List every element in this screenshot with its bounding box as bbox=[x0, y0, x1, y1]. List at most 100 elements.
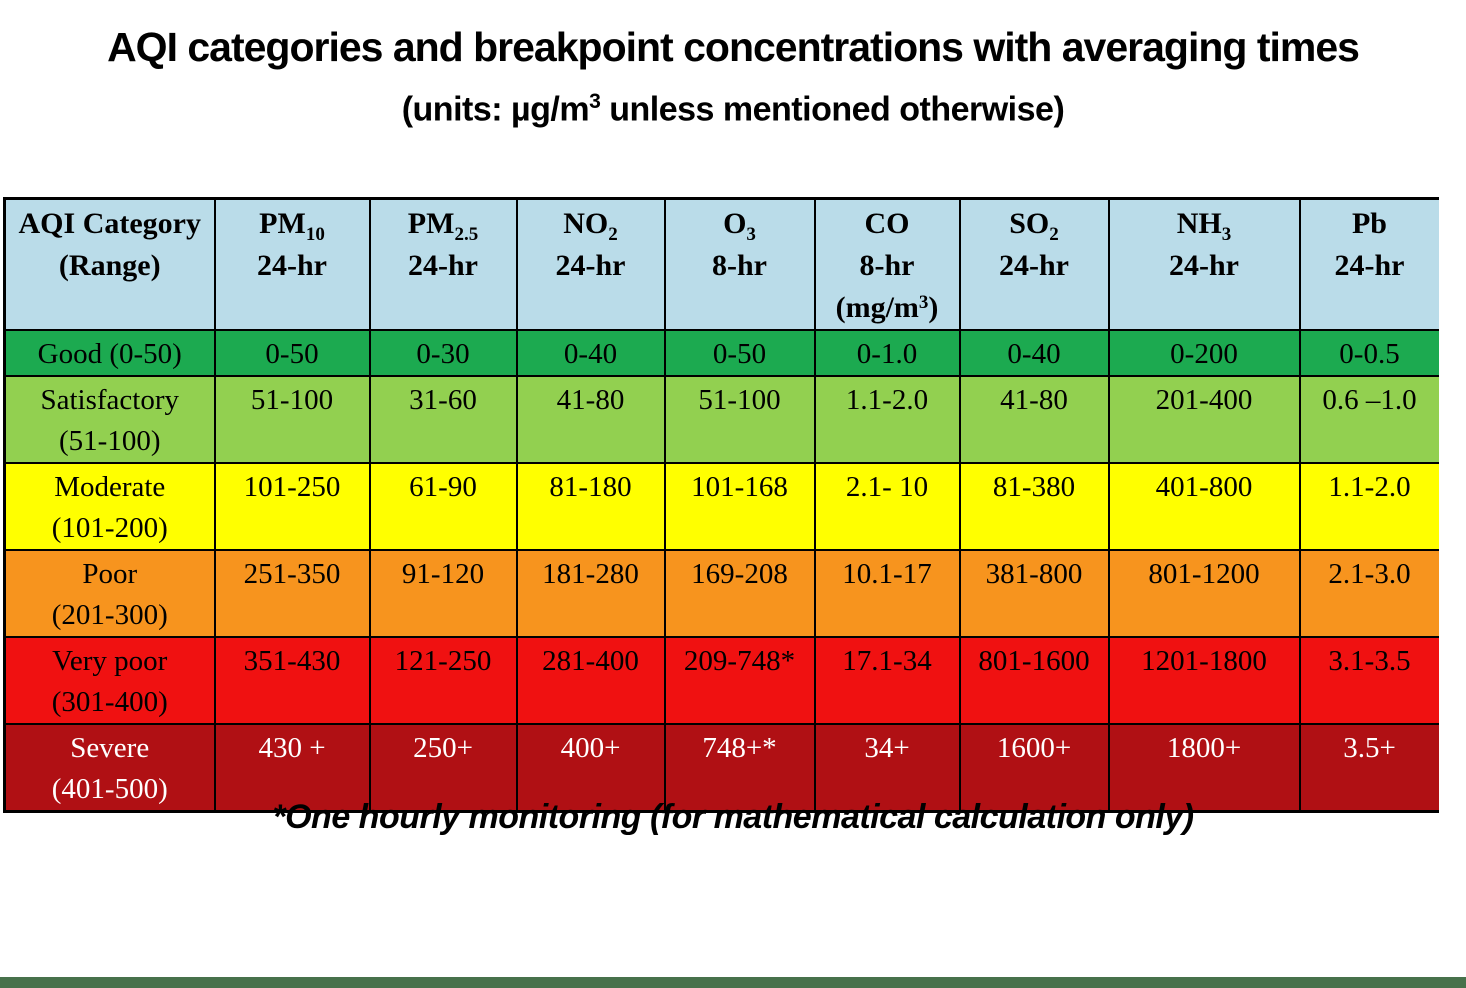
averaging-time: 24-hr bbox=[555, 249, 626, 282]
pollutant-symbol: Pb bbox=[1351, 207, 1387, 240]
value-cell: 10.1-17 bbox=[813, 549, 961, 638]
subtitle-superscript: 3 bbox=[589, 90, 601, 113]
value-cell: 0-1.0 bbox=[813, 329, 961, 377]
category-cell: Poor (201-300) bbox=[3, 549, 216, 638]
figure-subtitle: (units: µg/m3 unless mentioned otherwise… bbox=[0, 90, 1466, 129]
value-cell: 2.1-3.0 bbox=[1298, 549, 1439, 638]
value-cell: 41-80 bbox=[958, 375, 1110, 464]
value-cell: 3.5+ bbox=[1298, 723, 1439, 813]
figure-title: AQI categories and breakpoint concentrat… bbox=[107, 24, 1360, 70]
averaging-time: 24-hr bbox=[999, 249, 1069, 282]
category-label-line: (401-500) bbox=[51, 773, 168, 805]
aqi-row-severe: Severe (401-500) 430 +250+ 400+ 748+* 34+ 1600… bbox=[3, 723, 1439, 813]
header-cell-pm2.5: PM2.5 24-hr bbox=[368, 197, 518, 331]
value-cell: 81-180 bbox=[515, 462, 666, 551]
aqi-row-moderate: Moderate (101-200) 101-250 61-90 81-180 101-1… bbox=[3, 462, 1439, 551]
category-label-line: Poor bbox=[82, 558, 138, 590]
value-cell: 1201-1800 bbox=[1107, 636, 1301, 725]
value-cell: 17.1-34 bbox=[813, 636, 961, 725]
value-cell: 430 + bbox=[213, 723, 371, 813]
value-cell: 801-1600 bbox=[958, 636, 1110, 725]
pollutant-symbol: NH3 bbox=[1176, 207, 1232, 245]
value-cell: 169-208 bbox=[663, 549, 816, 638]
value-cell: 1800+ bbox=[1107, 723, 1301, 813]
value-cell: 91-120 bbox=[368, 549, 518, 638]
category-label-line: Satisfactory bbox=[40, 384, 179, 416]
value-cell: 121-250 bbox=[368, 636, 518, 725]
bottom-strip bbox=[0, 977, 1466, 988]
value-cell: 0-50 bbox=[663, 329, 816, 377]
value-cell: 251-350 bbox=[213, 549, 371, 638]
subtitle-suffix: unless mentioned otherwise) bbox=[600, 90, 1065, 129]
value-cell: 250+ bbox=[368, 723, 518, 813]
pollutant-symbol: PM10 bbox=[259, 207, 325, 245]
header-row: AQI Category (Range) PM10 24-hr PM2.5 24-hr NO… bbox=[3, 197, 1439, 331]
pollutant-subscript: 3 bbox=[1221, 224, 1232, 245]
value-cell: 3.1-3.5 bbox=[1298, 636, 1439, 725]
header-cell-nh3: NH3 24-hr bbox=[1107, 197, 1301, 331]
value-cell: 1600+ bbox=[958, 723, 1110, 813]
aqi-row-very-poor: Very poor (301-400) 351-430 121-250 281-400 2… bbox=[3, 636, 1439, 725]
value-cell: 0.6 –1.0 bbox=[1298, 375, 1439, 464]
value-cell: 281-400 bbox=[515, 636, 666, 725]
value-cell: 1.1-2.0 bbox=[1298, 462, 1439, 551]
averaging-time: 24-hr bbox=[257, 249, 327, 282]
footnote: *One hourly monitoring (for mathematical… bbox=[272, 798, 1194, 836]
averaging-time: 24-hr bbox=[1169, 249, 1239, 282]
aqi-row-poor: Poor (201-300) 251-350 91-120 181-280 169-208… bbox=[3, 549, 1439, 638]
category-label-line: Severe bbox=[70, 732, 150, 764]
pollutant-symbol: PM2.5 bbox=[407, 207, 479, 245]
pollutant-symbol: SO2 bbox=[1009, 207, 1059, 245]
value-cell: 51-100 bbox=[213, 375, 371, 464]
category-cell: Good (0-50) bbox=[3, 329, 216, 377]
value-cell: 351-430 bbox=[213, 636, 371, 725]
averaging-time: 8-hr bbox=[859, 249, 915, 282]
category-label-line: (201-300) bbox=[51, 599, 168, 631]
value-cell: 101-250 bbox=[213, 462, 371, 551]
header-line-2: (Range) bbox=[58, 249, 161, 282]
category-label-line: Moderate bbox=[54, 471, 166, 503]
value-cell: 0-30 bbox=[368, 329, 518, 377]
value-cell: 34+ bbox=[813, 723, 961, 813]
subtitle-prefix: (units: µg/m bbox=[401, 90, 590, 129]
category-label-line: (101-200) bbox=[51, 512, 168, 544]
pollutant-symbol: O3 bbox=[723, 207, 756, 245]
averaging-time: 8-hr bbox=[712, 249, 767, 282]
value-cell: 401-800 bbox=[1107, 462, 1301, 551]
value-cell: 101-168 bbox=[663, 462, 816, 551]
value-cell: 748+* bbox=[663, 723, 816, 813]
averaging-time: 24-hr bbox=[1334, 249, 1405, 282]
value-cell: 81-380 bbox=[958, 462, 1110, 551]
value-cell: 2.1- 10 bbox=[813, 462, 961, 551]
aqi-row-satisfactory: Satisfactory (51-100) 51-100 31-60 41-80 51-1… bbox=[3, 375, 1439, 464]
value-cell: 1.1-2.0 bbox=[813, 375, 961, 464]
header-cell-pm10: PM10 24-hr bbox=[213, 197, 371, 331]
category-cell: Moderate (101-200) bbox=[3, 462, 216, 551]
table-header: AQI Category (Range) PM10 24-hr PM2.5 24-hr NO… bbox=[3, 197, 1439, 331]
unit-superscript: 3 bbox=[918, 292, 929, 313]
category-cell: Very poor (301-400) bbox=[3, 636, 216, 725]
value-cell: 381-800 bbox=[958, 549, 1110, 638]
header-cell-o3: O3 8-hr bbox=[663, 197, 816, 331]
pollutant-subscript: 2 bbox=[608, 224, 618, 245]
pollutant-subscript: 3 bbox=[746, 224, 756, 245]
aqi-breakpoints-table: AQI Category (Range) PM10 24-hr PM2.5 24-hr NO… bbox=[3, 197, 1439, 813]
category-label-line: (51-100) bbox=[59, 425, 161, 457]
value-cell: 41-80 bbox=[515, 375, 666, 464]
value-cell: 0-0.5 bbox=[1298, 329, 1439, 377]
value-cell: 51-100 bbox=[663, 375, 816, 464]
header-cell-pb: Pb 24-hr bbox=[1298, 197, 1439, 331]
header-line-1: AQI Category bbox=[18, 207, 201, 240]
category-label-line: (301-400) bbox=[51, 686, 168, 718]
category-label-line: Very poor bbox=[52, 645, 168, 677]
header-cell-category: AQI Category (Range) bbox=[3, 197, 216, 331]
pollutant-subscript: 2 bbox=[1049, 224, 1059, 245]
averaging-time: 24-hr bbox=[408, 249, 478, 282]
value-cell: 0-40 bbox=[958, 329, 1110, 377]
category-cell: Severe (401-500) bbox=[3, 723, 216, 813]
value-cell: 400+ bbox=[515, 723, 666, 813]
value-cell: 181-280 bbox=[515, 549, 666, 638]
unit-note: (mg/m3) bbox=[835, 291, 939, 324]
value-cell: 31-60 bbox=[368, 375, 518, 464]
